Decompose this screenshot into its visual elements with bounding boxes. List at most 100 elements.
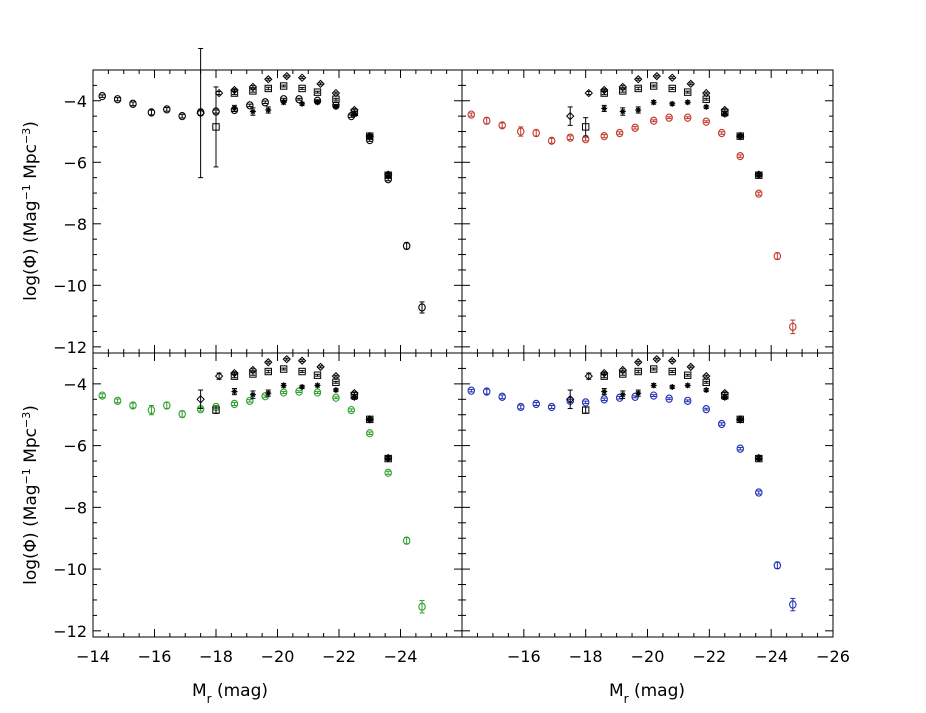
data-point	[249, 87, 257, 95]
series-circle	[98, 91, 426, 314]
square-marker	[736, 132, 744, 140]
circle-marker	[347, 405, 356, 415]
x-tick-label: −22	[692, 647, 726, 666]
data-point	[298, 367, 306, 376]
data-point	[649, 82, 658, 90]
data-point	[249, 107, 256, 116]
circle-marker	[789, 322, 797, 332]
data-point	[516, 126, 525, 137]
star-marker	[669, 100, 676, 107]
data-point	[347, 405, 356, 415]
data-point	[264, 75, 273, 84]
star-marker	[332, 103, 339, 110]
y-tick-label: −8	[63, 498, 87, 517]
data-point	[600, 89, 608, 97]
data-point	[619, 370, 627, 378]
star-marker	[703, 103, 710, 110]
data-point	[113, 95, 122, 104]
circle-marker	[163, 401, 171, 410]
diamond-marker	[316, 362, 325, 372]
data-point	[264, 84, 272, 93]
data-point	[755, 488, 763, 497]
circle-marker	[702, 405, 710, 414]
panel-frame	[461, 69, 834, 354]
circle-marker	[313, 388, 322, 397]
data-point	[264, 358, 273, 367]
data-point	[178, 409, 186, 419]
circle-marker	[147, 108, 156, 117]
y-tick-label: −10	[53, 276, 87, 295]
circle-marker	[482, 387, 491, 396]
circle-marker	[649, 116, 658, 125]
series-square	[212, 365, 392, 463]
data-point	[683, 396, 692, 405]
y-tick-label: −12	[53, 622, 87, 641]
data-point	[773, 561, 782, 570]
data-point	[402, 241, 411, 251]
data-point	[717, 128, 726, 138]
star-marker	[650, 99, 657, 106]
square-marker	[600, 372, 608, 380]
series-diamond	[566, 354, 764, 463]
data-point	[668, 367, 676, 376]
series-diamond	[566, 71, 764, 179]
data-point	[634, 358, 643, 367]
data-point	[280, 99, 287, 106]
star-marker	[619, 108, 626, 115]
x-tick-label: −18	[199, 647, 233, 666]
data-point	[246, 101, 254, 110]
data-point	[467, 110, 476, 119]
data-point	[246, 396, 254, 405]
data-point	[279, 82, 288, 90]
square-marker	[619, 87, 627, 95]
data-point	[231, 104, 238, 113]
data-point	[532, 128, 540, 138]
square-marker	[581, 406, 590, 414]
data-point	[516, 402, 525, 412]
data-point	[249, 390, 256, 399]
data-point	[280, 382, 287, 389]
data-point	[566, 106, 575, 126]
panels-layer: −4−6−8−10−12−4−6−8−10−12−14 −16 −18 −20 −22−…	[53, 47, 850, 666]
data-point	[163, 401, 171, 410]
data-point	[196, 47, 205, 179]
circle-marker	[98, 91, 106, 101]
data-point	[265, 389, 272, 397]
data-point	[482, 116, 491, 125]
circle-marker	[547, 402, 556, 412]
data-point	[652, 354, 661, 364]
data-point	[261, 392, 269, 401]
data-point	[313, 388, 322, 397]
data-point	[717, 419, 726, 429]
circle-marker	[600, 395, 608, 404]
data-point	[600, 131, 608, 141]
square-marker	[298, 84, 306, 93]
circle-marker	[163, 105, 171, 114]
circle-marker	[736, 151, 744, 161]
y-tick-label: −4	[63, 92, 87, 111]
square-marker	[581, 123, 590, 131]
data-point	[351, 111, 358, 118]
y-axis-label-bottom: log(Φ) (Mag−1 Mpc−3)	[20, 405, 42, 585]
data-point	[147, 404, 156, 416]
star-marker	[684, 382, 691, 389]
square-marker	[279, 82, 288, 90]
data-point	[316, 79, 325, 89]
data-point	[332, 393, 340, 402]
data-point	[98, 391, 106, 400]
series-star	[601, 382, 762, 462]
square-marker	[332, 378, 340, 387]
data-point	[332, 95, 340, 103]
y-tick-label: −6	[63, 153, 87, 172]
circle-marker	[178, 409, 186, 419]
star-marker	[265, 390, 272, 397]
data-point	[279, 365, 288, 373]
data-point	[402, 536, 411, 545]
square-marker	[332, 95, 340, 103]
circle-marker	[295, 387, 303, 396]
data-point	[113, 396, 122, 405]
circle-marker	[246, 396, 254, 405]
series-star	[601, 99, 762, 179]
data-point	[282, 354, 291, 364]
